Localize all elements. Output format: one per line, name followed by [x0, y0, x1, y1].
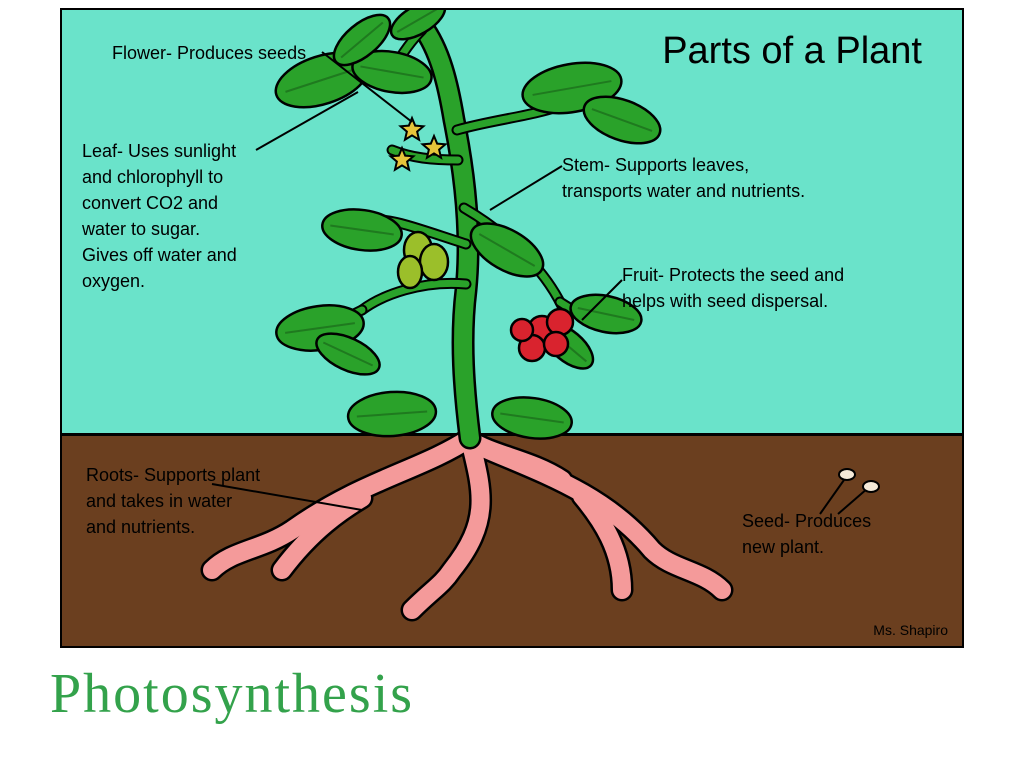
label-leaf: Leaf- Uses sunlight and chlorophyll to c… [82, 138, 312, 295]
caption-text: Photosynthesis [50, 662, 414, 726]
label-flower: Flower- Produces seeds [112, 40, 372, 66]
seed-icon [838, 468, 856, 481]
seed-icon [862, 480, 880, 493]
label-seed: Seed- Produces new plant. [742, 508, 942, 560]
label-stem: Stem- Supports leaves, transports water … [562, 152, 942, 204]
credit-text: Ms. Shapiro [873, 622, 948, 638]
diagram-title: Parts of a Plant [662, 30, 922, 73]
diagram-frame: Parts of a Plant Flower- Produces seeds … [60, 8, 964, 648]
label-roots: Roots- Supports plant and takes in water… [86, 462, 326, 540]
label-fruit: Fruit- Protects the seed and helps with … [622, 262, 962, 314]
